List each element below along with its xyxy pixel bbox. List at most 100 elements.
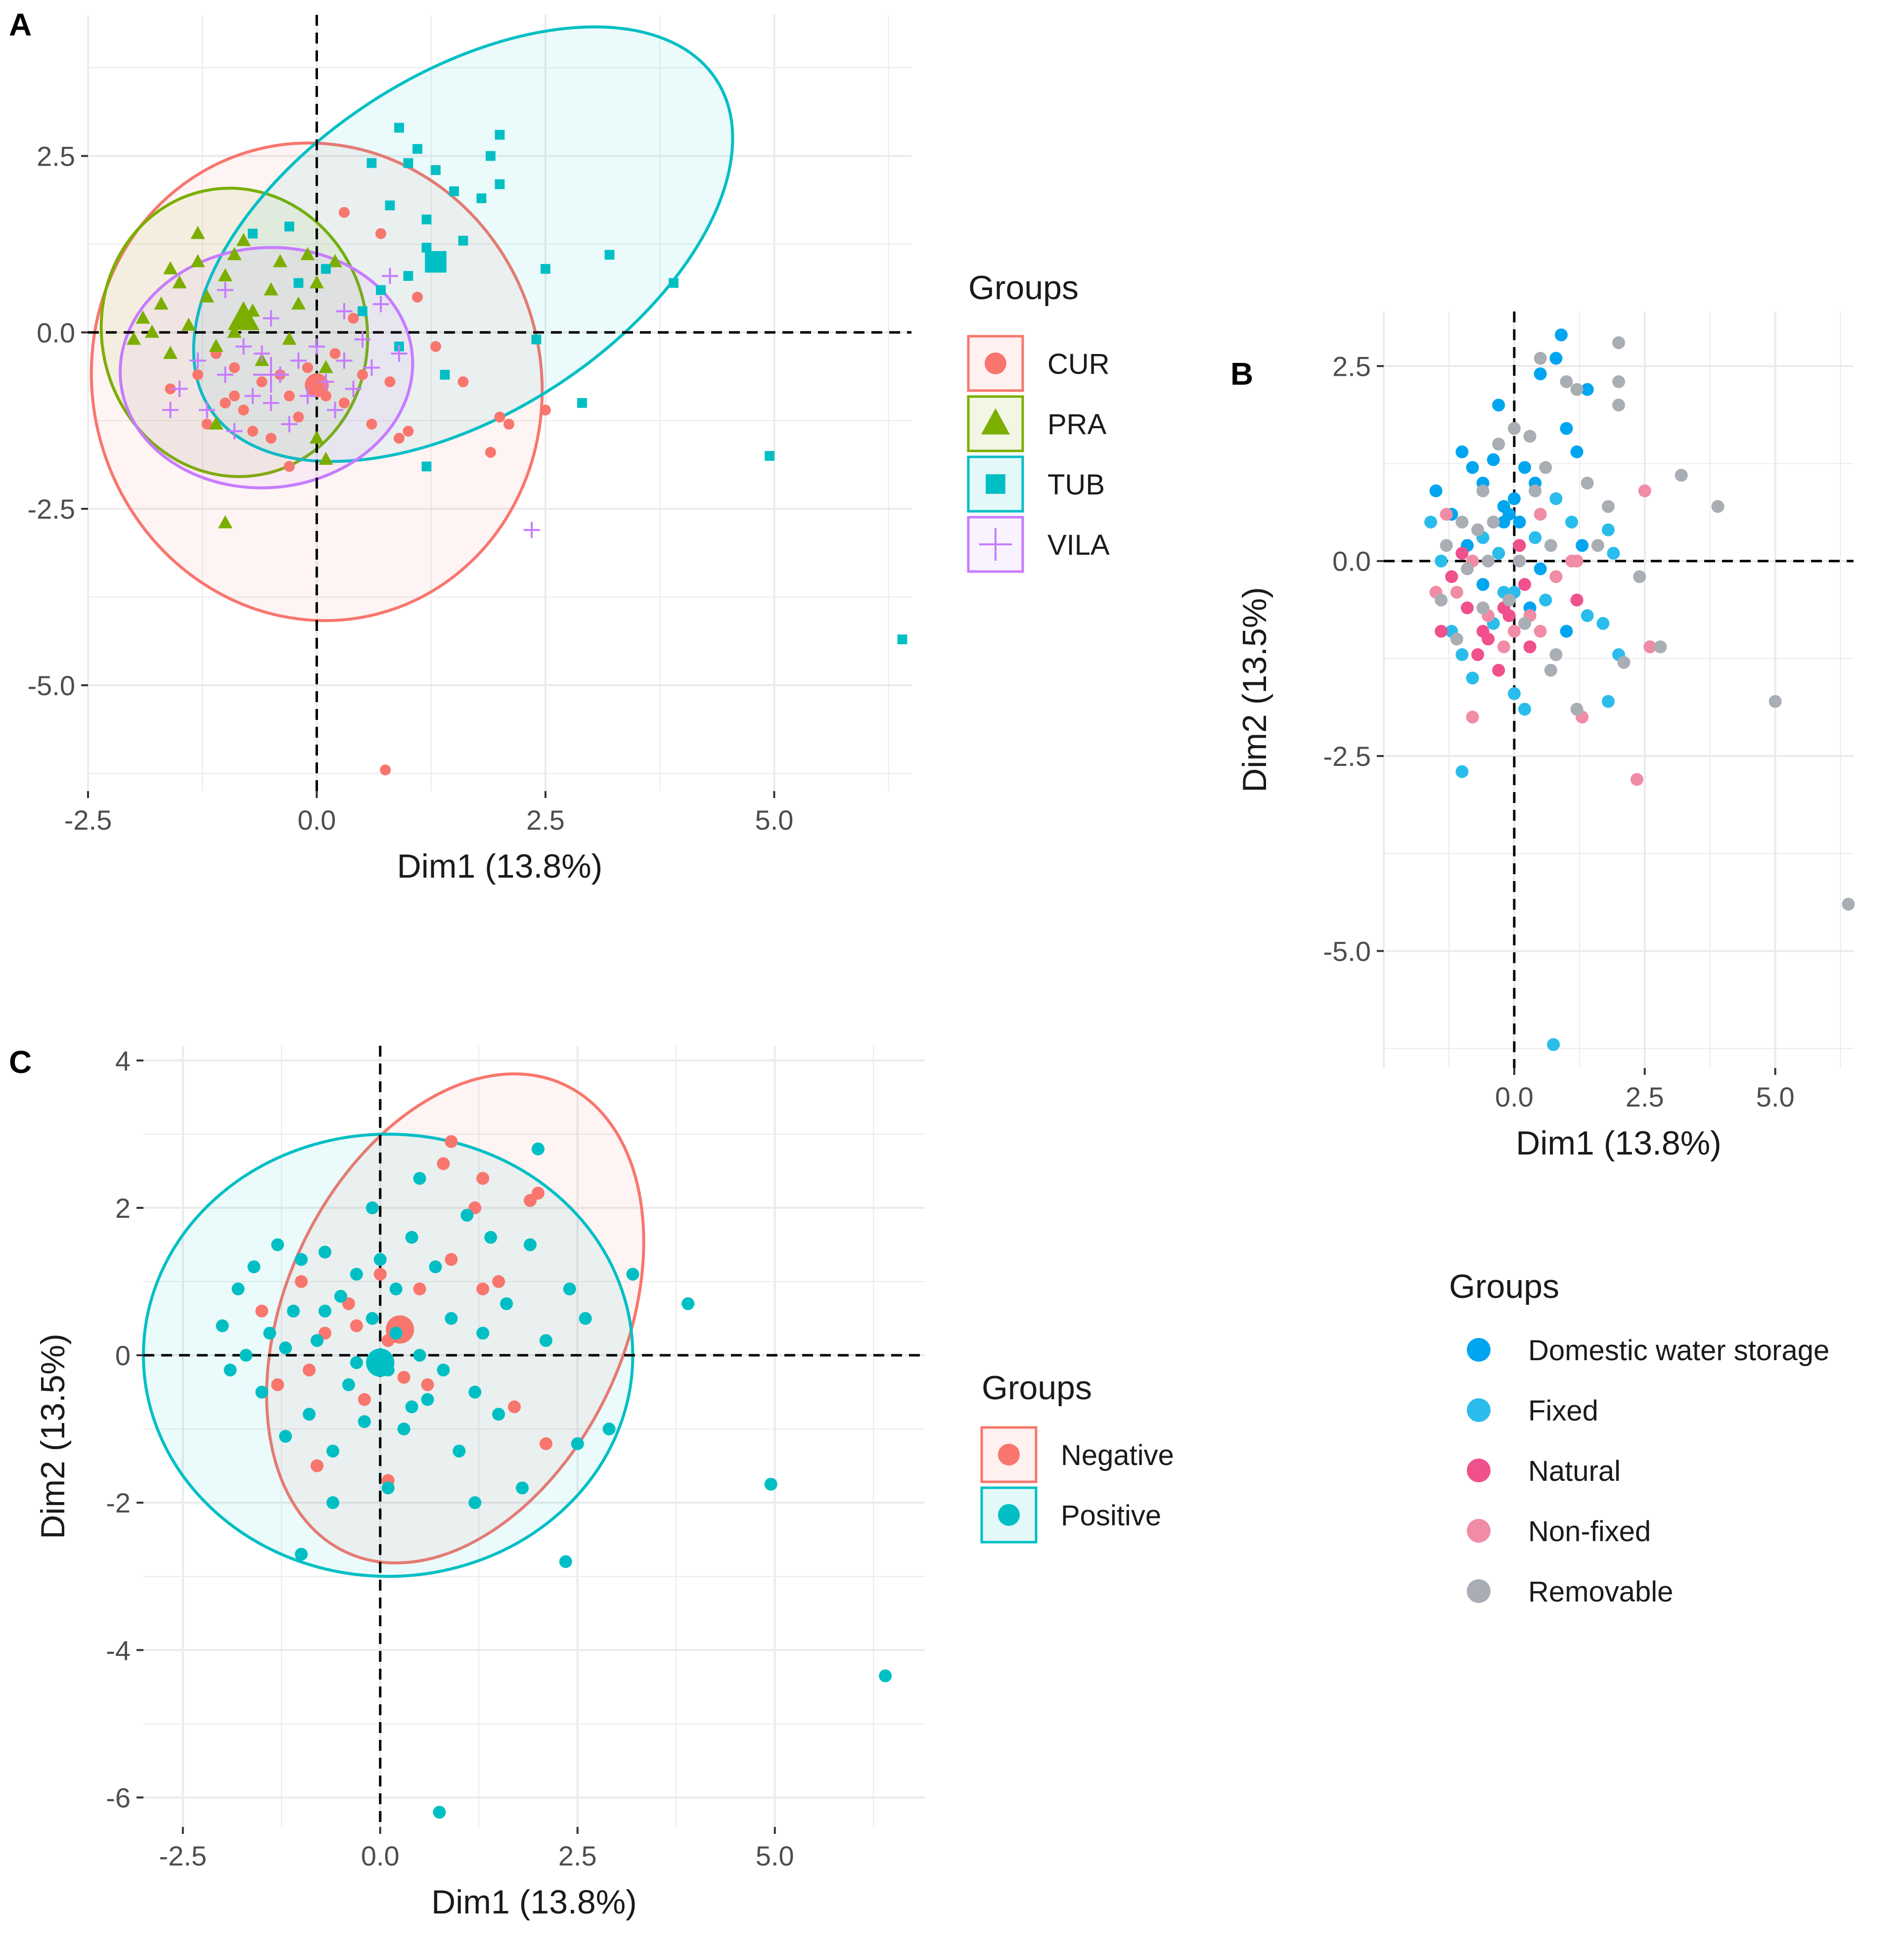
- x-tick-label: -2.5: [64, 804, 112, 836]
- point-pra: [264, 282, 278, 296]
- point-natural: [1471, 648, 1484, 662]
- point-pra: [190, 254, 205, 267]
- legend: Groups Negative Positive: [980, 1369, 1174, 1544]
- point-positive: [413, 1172, 426, 1185]
- y-tick-label: -2.5: [1323, 741, 1371, 772]
- legend-key-tub: [986, 474, 1005, 494]
- legend-item-negative: Negative: [980, 1426, 1174, 1483]
- legend: Groups CUR PRA TUB VILA: [967, 269, 1110, 573]
- point-fixed: [1455, 648, 1469, 662]
- y-tick-label: 2.5: [1332, 351, 1371, 382]
- point-positive: [365, 1312, 379, 1325]
- point-negative: [445, 1253, 458, 1266]
- legend-item-pra: PRA: [967, 395, 1107, 452]
- point-positive: [433, 1806, 446, 1819]
- point-domestic-water-storage: [1466, 461, 1479, 474]
- point-vila: [199, 401, 215, 418]
- point-non-fixed: [1549, 570, 1563, 583]
- y-tick-label: -2: [106, 1487, 131, 1518]
- point-non-fixed: [1507, 624, 1521, 638]
- point-positive: [255, 1385, 269, 1399]
- point-fixed: [1539, 593, 1552, 607]
- point-vila: [254, 345, 270, 362]
- point-tub: [321, 264, 331, 274]
- point-cur: [229, 362, 240, 373]
- point-fixed: [1466, 671, 1479, 685]
- panel-tag-c: C: [9, 1044, 32, 1080]
- point-positive: [476, 1327, 490, 1340]
- point-domestic-water-storage: [1518, 461, 1531, 474]
- legend-key-domestic-water-storage: [1467, 1338, 1491, 1362]
- point-non-fixed: [1497, 640, 1510, 654]
- legend-label-tub: TUB: [1047, 469, 1105, 501]
- point-tub: [376, 285, 386, 295]
- point-vila: [354, 331, 371, 348]
- point-pra: [190, 225, 205, 239]
- point-domestic-water-storage: [1502, 508, 1516, 521]
- point-cur: [329, 348, 341, 359]
- point-natural: [1518, 578, 1531, 591]
- point-positive: [579, 1312, 592, 1325]
- legend-label-vila: VILA: [1047, 529, 1110, 561]
- point-vila: [363, 359, 380, 376]
- point-positive: [279, 1430, 292, 1443]
- legend-item-cur: CUR: [967, 335, 1110, 392]
- point-non-fixed: [1440, 508, 1453, 521]
- point-domestic-water-storage: [1549, 352, 1563, 365]
- x-tick-label: 2.5: [526, 804, 565, 836]
- legend-key-box: [967, 335, 1024, 392]
- point-vila: [263, 395, 279, 411]
- point-fixed: [1518, 703, 1531, 716]
- point-removable: [1435, 593, 1448, 607]
- point-pra: [163, 346, 178, 359]
- point-removable: [1502, 593, 1516, 607]
- point-domestic-water-storage: [1455, 445, 1469, 458]
- panel-tag-a: A: [9, 7, 32, 43]
- point-pra: [272, 254, 288, 267]
- point-positive: [295, 1548, 308, 1561]
- point-positive: [311, 1334, 324, 1347]
- point-tub: [541, 264, 550, 274]
- point-domestic-water-storage: [1554, 328, 1568, 342]
- point-fixed: [1549, 492, 1563, 505]
- point-vila: [263, 310, 279, 327]
- point-fixed: [1565, 515, 1578, 529]
- point-fixed: [1507, 687, 1521, 700]
- point-tub: [403, 271, 413, 281]
- point-tub: [366, 158, 377, 168]
- point-positive: [287, 1304, 300, 1318]
- point-tub: [669, 278, 679, 288]
- point-removable: [1601, 500, 1615, 513]
- panel-a-chart: -2.5 0.0 2.5 5.0 2.5 0.0 -2.5 -5.0 Dim1 (13.8%) G…: [28, 15, 1110, 885]
- centroid-vila: [253, 356, 289, 393]
- point-removable: [1513, 554, 1526, 568]
- point-positive: [279, 1341, 292, 1355]
- point-tub: [385, 200, 395, 211]
- point-pra: [300, 247, 315, 261]
- legend-item-domestic-water-storage: Domestic water storage: [1467, 1334, 1829, 1367]
- point-positive: [602, 1422, 616, 1436]
- point-removable: [1581, 477, 1594, 490]
- y-tick-label: -4: [106, 1635, 131, 1666]
- point-domestic-water-storage: [1513, 515, 1526, 529]
- point-positive: [516, 1481, 529, 1495]
- point-removable: [1482, 554, 1495, 568]
- point-positive: [239, 1349, 253, 1362]
- point-cur: [192, 369, 203, 380]
- legend-item-tub: TUB: [967, 455, 1105, 513]
- point-tub: [421, 461, 432, 472]
- point-negative: [271, 1378, 284, 1391]
- point-vila: [162, 401, 179, 418]
- point-cur: [366, 418, 377, 430]
- point-pra: [227, 324, 242, 338]
- point-tub: [421, 243, 432, 253]
- point-natural: [1523, 640, 1537, 654]
- point-vila: [336, 352, 353, 369]
- point-pra: [236, 232, 251, 246]
- point-positive: [358, 1415, 371, 1428]
- point-fixed: [1455, 765, 1469, 778]
- point-positive: [389, 1282, 403, 1295]
- point-removable: [1518, 617, 1531, 630]
- point-vila: [244, 388, 261, 404]
- point-domestic-water-storage: [1534, 367, 1547, 381]
